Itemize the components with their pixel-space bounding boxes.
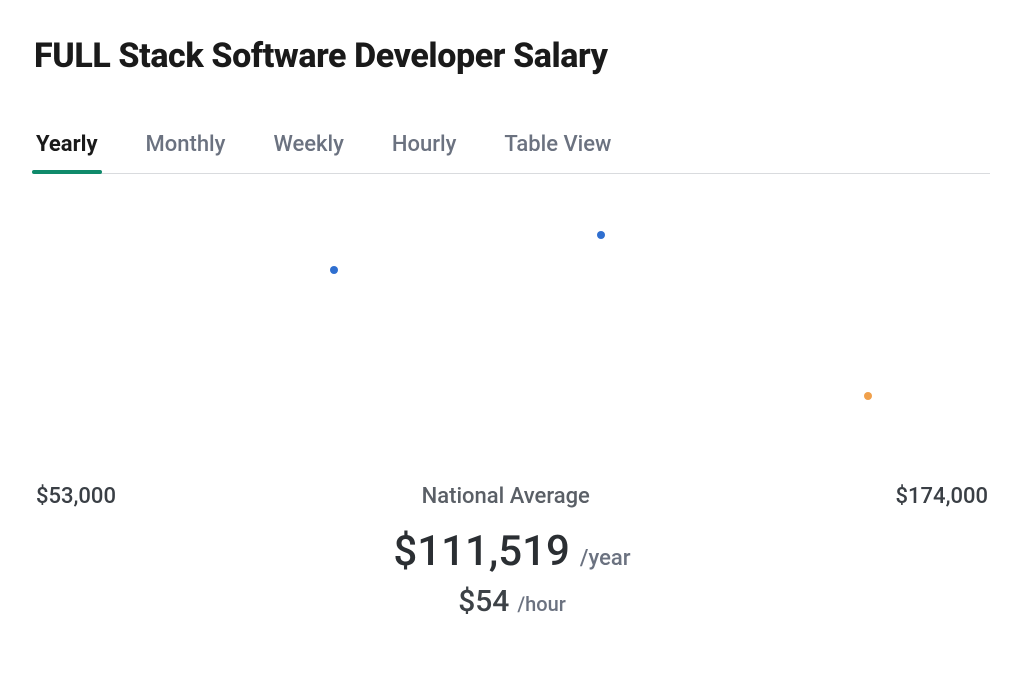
summary-primary-value: $111,519: [393, 527, 570, 576]
percentile-dot: [864, 392, 872, 400]
x-axis-max-label: $174,000: [896, 484, 988, 509]
x-axis-min-label: $53,000: [36, 484, 116, 509]
tab-monthly[interactable]: Monthly: [144, 132, 228, 173]
summary-secondary: $54 /hour: [458, 584, 566, 619]
page-title: FULL Stack Software Developer Salary: [34, 36, 990, 76]
bars-container: [34, 232, 990, 466]
salary-page: FULL Stack Software Developer Salary Yea…: [0, 0, 1024, 619]
summary-primary: $111,519 /year: [393, 527, 630, 576]
salary-distribution-chart: $53,000 National Average $174,000 $111,5…: [34, 232, 990, 619]
tab-table-view[interactable]: Table View: [502, 132, 613, 173]
x-axis: $53,000 National Average $174,000: [34, 484, 990, 509]
percentile-dot: [597, 231, 605, 239]
summary-primary-unit: /year: [580, 546, 631, 571]
percentile-dot: [330, 266, 338, 274]
view-tabs: Yearly Monthly Weekly Hourly Table View: [34, 132, 990, 174]
tab-weekly[interactable]: Weekly: [271, 132, 345, 173]
summary-secondary-unit: /hour: [517, 592, 565, 616]
summary-secondary-value: $54: [458, 584, 509, 619]
tab-hourly[interactable]: Hourly: [390, 132, 459, 173]
tab-yearly[interactable]: Yearly: [34, 132, 100, 173]
x-axis-center-label: National Average: [422, 484, 590, 509]
salary-summary: $111,519 /year $54 /hour: [34, 527, 990, 619]
